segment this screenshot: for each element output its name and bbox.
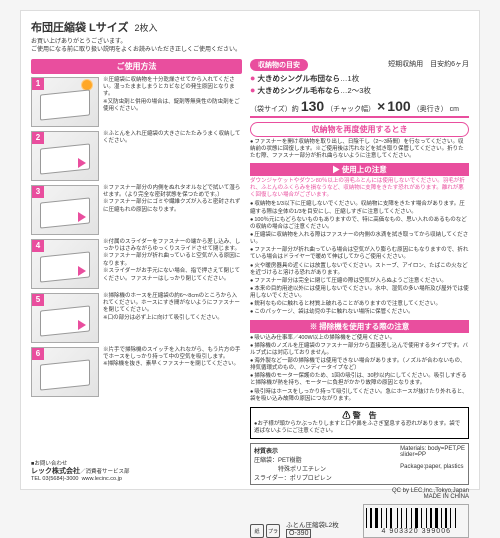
step-2-text: ※ふとんを入れ圧縮袋の大きさにたたみうまく収納してください。 [103, 131, 242, 181]
step-3-illustration: 3 [31, 185, 99, 235]
size-prefix: （袋サイズ）約 [250, 104, 299, 114]
company-tel: TEL 03(5684)-3000 [31, 476, 79, 482]
step-4-illustration: 4 [31, 239, 99, 289]
caution-line: ファスナー部分が折れ曲っている場合は空気が入り膨らむ原因にもなりますので、折れて… [250, 247, 469, 261]
materials-l1: 圧縮袋：PET樹脂 [254, 455, 332, 464]
company-name: レック株式会社 [31, 468, 80, 475]
reuse-header: 収納物を再度使用するとき [250, 122, 469, 137]
step-5-text: ※掃除機のホースを圧縮袋の約6〜8cmのところから入れてください。ホースにすき間… [103, 293, 242, 343]
step-number: 5 [32, 294, 44, 306]
step-number: 3 [32, 186, 44, 198]
recycle-icons: 紙 プラ [250, 524, 280, 538]
materials-en: Materials: body=PET,PE slider=PP Package… [400, 446, 465, 482]
vacuum-header: ※ 掃除機を使用する際の注意 [250, 320, 469, 333]
step-number: 4 [32, 240, 44, 252]
capacity-term: 短期収納用 目安約6ヶ月 [388, 59, 469, 71]
arrow-icon [78, 158, 86, 168]
barcode-bars [366, 508, 466, 528]
vacuum-line: 吸い込み仕事率／400W以上の掃除機をご使用ください。 [250, 335, 469, 342]
capacity-row: ● 大きめシングル布団なら…1枚 [250, 73, 469, 84]
step-1: 1 ※圧縮袋に収納物を十分乾燥させてから入れてください。湿ったまましまうとカビな… [31, 77, 242, 127]
materials-jp: 材質表示 圧縮袋：PET樹脂 特殊ポリエチレン スライダー：ポリプロピレン [254, 446, 332, 482]
step-number: 1 [32, 78, 44, 90]
reuse-text: ファスナーを開け収納物を取り出し、日陰干し（2〜3時間）を行なってください。収納… [250, 139, 469, 160]
intro-text: お買い上げありがとうございます。 ご使用になる前に取り扱い説明をよくお読みいただ… [31, 39, 469, 55]
caution-line: 収納物を1/3以下に圧縮しないでください。収納物に支障をきたす場合があります。圧… [250, 201, 469, 215]
product-subtitle: 2枚入 [134, 21, 157, 34]
size-x: × [377, 98, 385, 114]
footer-contact: ■お問い合わせ レック株式会社／消費者サービス部 TEL 03(5684)-30… [31, 461, 231, 483]
barcode-number: 4 903320 399006 [366, 528, 466, 535]
caution-line: 圧縮袋に収納物を入れる際はファスナーの内側の水滴を拭き取ってから収納してください… [250, 232, 469, 246]
materials-label: 材質表示 [254, 446, 332, 455]
product-title: 布団圧縮袋 Lサイズ [31, 19, 128, 35]
step-5: 5 ※掃除機のホースを圧縮袋の約6〜8cmのところから入れてください。ホースにす… [31, 293, 242, 343]
step-2: 2 ※ふとんを入れ圧縮袋の大きさにたたみうまく収納してください。 [31, 131, 242, 181]
recycle-plastic-icon: プラ [266, 524, 280, 538]
step-3: 3 ※ファスナー部分の内側をぬれタオルなどで拭いて湿らせます。（より完全な密封状… [31, 185, 242, 235]
materials-box: 材質表示 圧縮袋：PET樹脂 特殊ポリエチレン スライダー：ポリプロピレン Ma… [250, 443, 469, 485]
vacuum-line: 掃除機のモーター保護のため、1回の吸引は、30秒以内にしてください。吸引しすぎる… [250, 373, 469, 387]
warning-box: ⚠ 警 告 ●お子様が頭からかぶったりしますと口や鼻をふさぎ窒息する恐れがありま… [250, 407, 469, 439]
vacuum-line: 海外製など一部の掃除機では使用できない場合があります。（ノズルが合わないもの、排… [250, 358, 469, 372]
step-2-illustration: 2 [31, 131, 99, 181]
size-height: 100 [387, 98, 410, 114]
size-width: 130 [301, 98, 324, 114]
caution-line: このパッケージ、袋は幼児の手に触れない場所に保管ください。 [250, 309, 469, 316]
materials-l2: 特殊ポリエチレン [254, 464, 332, 473]
made-in: MADE IN CHINA [250, 494, 469, 500]
usage-header: ご使用方法 [31, 59, 242, 74]
title-row: 布団圧縮袋 Lサイズ 2枚入 [31, 19, 469, 35]
product-line: ふとん圧縮袋L2枚 O-390 [286, 519, 357, 538]
capacity-label: 収納物の目安 [250, 59, 308, 71]
caution-line: 火や暖房器具の近くには放置しないでください。ストーブ、アイロン、たばこの火などを… [250, 263, 469, 277]
bag-shape [40, 359, 90, 390]
bag-shape [40, 89, 90, 120]
step-1-illustration: 1 [31, 77, 99, 127]
arrow-icon [78, 320, 86, 330]
step-4: 4 ※付属のスライダーをファスナーの端から差し込み、しっかりはさみながらゆっくり… [31, 239, 242, 289]
size-unit: cm [450, 106, 459, 113]
recycle-paper-icon: 紙 [250, 524, 264, 538]
step-4-text: ※付属のスライダーをファスナーの端から差し込み、しっかりはさみながらゆっくりスラ… [103, 239, 242, 289]
step-5-illustration: 5 [31, 293, 99, 343]
caution-line: 本来の目的用途以外には使用しないでください。水中、湿気の多い場所及び屋外では使用… [250, 286, 469, 300]
warning-title: ⚠ 警 告 [254, 410, 465, 421]
capacity-label-row: 収納物の目安 短期収納用 目安約6ヶ月 [250, 59, 469, 71]
step-6-illustration: 6 [31, 347, 99, 397]
sun-icon [82, 80, 92, 90]
step-1-text: ※圧縮袋に収納物を十分乾燥させてから入れてください。湿ったまましまうとカビなどの… [103, 77, 242, 127]
step-3-text: ※ファスナー部分の内側をぬれタオルなどで拭いて湿らせます。（より完全な密封状態を… [103, 185, 242, 235]
arrow-icon [78, 266, 86, 276]
caution-line: ファスナー部分は完全に閉じて圧縮の際は空気が入らぬようご注意ください。 [250, 278, 469, 285]
step-number: 6 [32, 348, 44, 360]
product-line-text: ふとん圧縮袋L2枚 [286, 522, 339, 529]
step-6: 6 ※片手で掃除機のスイッチを入れながら、もう片方の手でホースをしっかり持って中… [31, 347, 242, 397]
model-number: O-390 [286, 529, 311, 538]
caution-line: 100％元にもどらないものもありますので、特に高価なもの、思い入れのあるものなど… [250, 217, 469, 231]
materials-l3: スライダー：ポリプロピレン [254, 473, 332, 482]
right-column: 収納物の目安 短期収納用 目安約6ヶ月 ● 大きめシングル布団なら…1枚● 大き… [250, 59, 469, 538]
bag-size-row: （袋サイズ）約 130 （チャック幅） × 100 （奥行き） cm [250, 98, 469, 118]
barcode: 4 903320 399006 [363, 504, 469, 538]
step-6-text: ※片手で掃除機のスイッチを入れながら、もう片方の手でホースをしっかり持って中の空… [103, 347, 242, 397]
size-height-note: （奥行き） [413, 104, 448, 114]
materials-en3: Package:paper, plastics [400, 464, 465, 470]
capacity-row: ● 大きめシングル毛布なら…2〜3枚 [250, 85, 469, 96]
vacuum-line: 吸引時はホースをしっかり持って吸引してください。急にホースが抜けたり外れると、袋… [250, 389, 469, 403]
company-dept: ／消費者サービス部 [80, 469, 130, 475]
warning-title-text: 警 告 [353, 411, 377, 420]
arrow-icon [78, 212, 86, 222]
warning-body: ●お子様が頭からかぶったりしますと口や鼻をふさぎ窒息する恐れがあります。袋で遊ば… [254, 421, 465, 435]
vacuum-line: 掃除機のノズルを圧縮袋のファスナー部分から直接差し込んで使用するタイプです。バル… [250, 343, 469, 357]
pink-caution: ダウンジャケットやダウン80％以上の羽毛ふとんには使用しないでください。羽毛が折… [250, 178, 469, 199]
caution-line: 鋭利なものに触れると材質上破れることがありますので注意してください。 [250, 301, 469, 308]
barcode-row: 紙 プラ ふとん圧縮袋L2枚 O-390 4 903320 399006 [250, 504, 469, 538]
instruction-sheet: 布団圧縮袋 Lサイズ 2枚入 お買い上げありがとうございます。 ご使用になる前に… [20, 10, 480, 490]
step-number: 2 [32, 132, 44, 144]
caution-header: ▶ 使用上の注意 [250, 163, 469, 176]
company-url: www.lecinc.co.jp [82, 476, 122, 482]
size-width-note: （チャック幅） [326, 104, 375, 114]
